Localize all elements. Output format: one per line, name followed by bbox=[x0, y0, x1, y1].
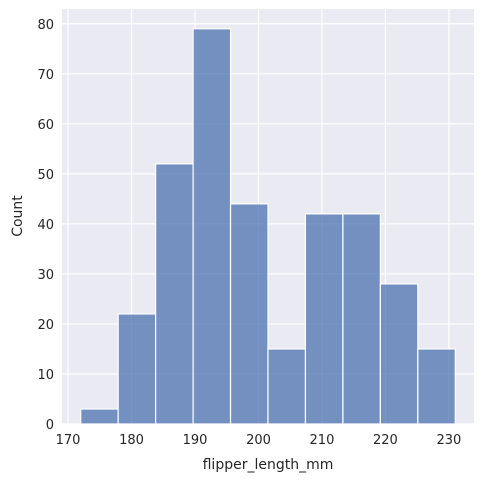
y-tick-label: 50 bbox=[37, 168, 54, 183]
bar bbox=[379, 283, 419, 425]
y-tick-label: 20 bbox=[37, 318, 54, 333]
bar bbox=[229, 203, 269, 425]
x-tick-label: 190 bbox=[183, 433, 208, 448]
x-tick-label: 210 bbox=[310, 433, 335, 448]
bar bbox=[267, 348, 307, 425]
y-tick-label: 10 bbox=[37, 368, 54, 383]
y-tick-label: 0 bbox=[46, 418, 54, 433]
bar bbox=[304, 213, 344, 425]
y-tick-label: 80 bbox=[37, 18, 54, 33]
bar bbox=[80, 408, 119, 425]
bar bbox=[417, 348, 456, 425]
bar bbox=[192, 28, 232, 425]
x-tick-label: 230 bbox=[437, 433, 462, 448]
y-tick-label: 30 bbox=[37, 268, 54, 283]
x-tick-label: 180 bbox=[119, 433, 144, 448]
y-tick-label: 60 bbox=[37, 118, 54, 133]
x-tick-label: 220 bbox=[373, 433, 398, 448]
bar bbox=[117, 313, 157, 425]
x-axis-label: flipper_length_mm bbox=[203, 457, 334, 473]
bar bbox=[342, 213, 381, 425]
y-tick-label: 40 bbox=[37, 218, 54, 233]
bar bbox=[155, 163, 194, 425]
y-axis-label: Count bbox=[10, 195, 26, 237]
x-tick-label: 170 bbox=[56, 433, 81, 448]
x-tick-label: 200 bbox=[246, 433, 271, 448]
y-tick-label: 70 bbox=[37, 68, 54, 83]
